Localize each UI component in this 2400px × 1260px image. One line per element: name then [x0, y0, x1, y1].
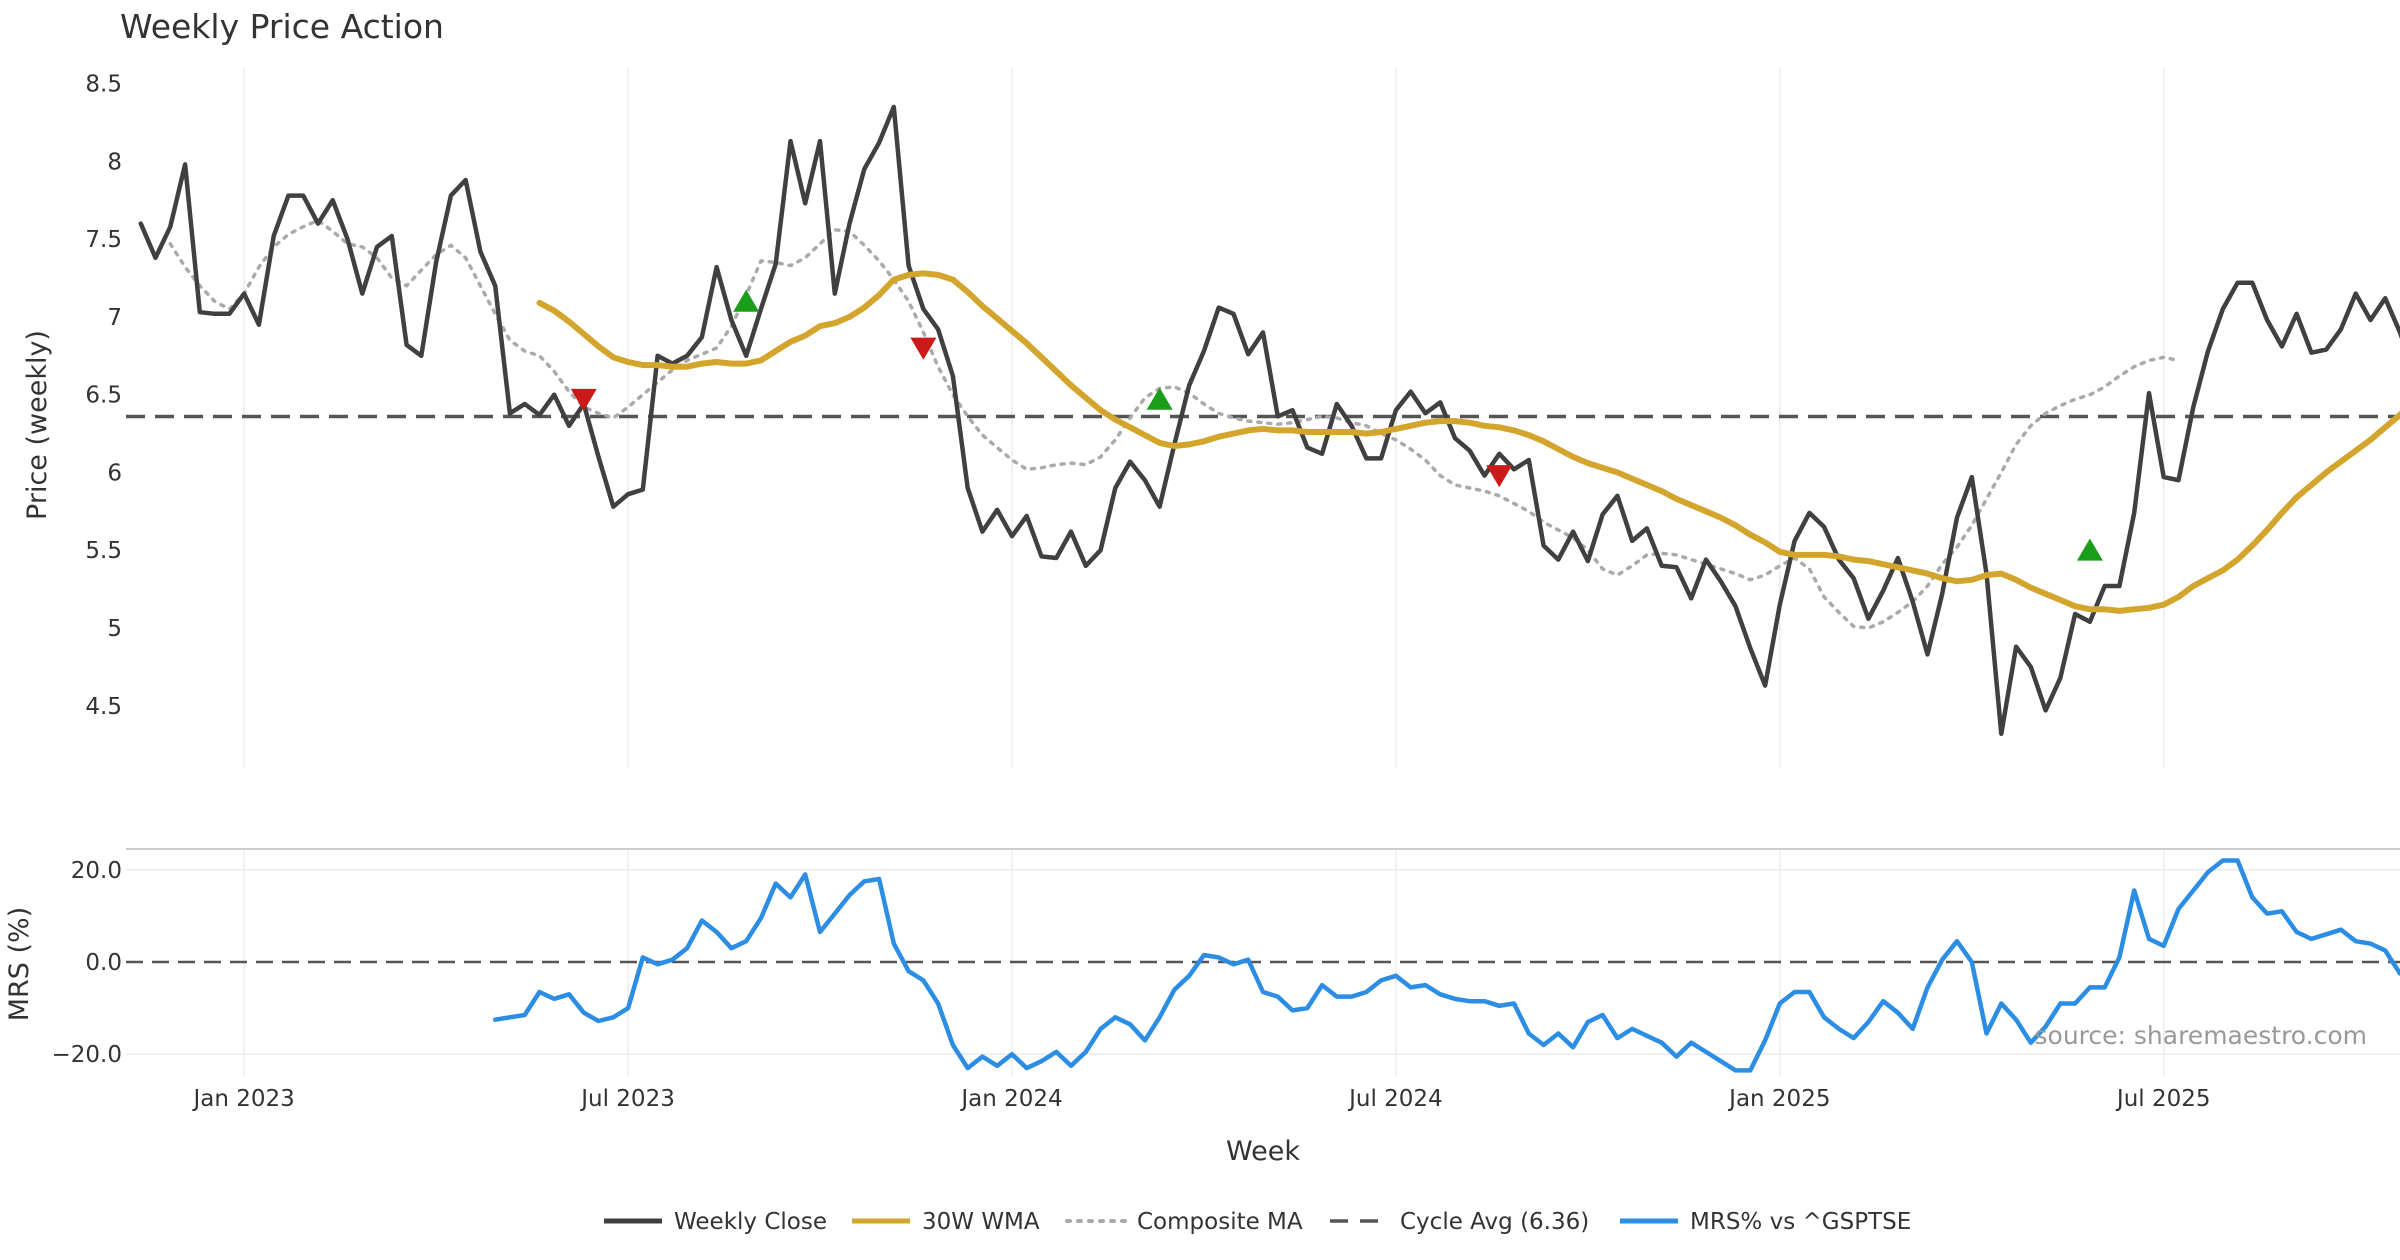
x-tick-label-jan-2023: Jan 2023 — [191, 1086, 294, 1112]
legend-label: 30W WMA — [922, 1209, 1040, 1235]
x-tick-label-jan-2025: Jan 2025 — [1727, 1086, 1830, 1112]
x-tick-label-jan-2024: Jan 2024 — [959, 1086, 1062, 1112]
price-y-tick-label: 7.5 — [85, 227, 122, 253]
price-y-tick-label: 5.5 — [85, 538, 122, 564]
sell-signal-marker — [570, 388, 597, 412]
sell-signal-marker — [910, 337, 937, 360]
legend-item-composite-ma: Composite MA — [1065, 1209, 1303, 1235]
price-y-axis-title: Price (weekly) — [22, 330, 53, 520]
price-y-tick-label: 4.5 — [85, 694, 122, 720]
mrs-y-axis-ticks: −20.0 0.0 20.0 — [52, 858, 122, 1068]
price-y-tick-label: 6 — [107, 460, 122, 486]
legend-item-cycle-avg-6-36: Cycle Avg (6.36) — [1330, 1209, 1589, 1235]
price-y-tick-label: 7 — [107, 305, 122, 331]
mrs-panel-grid — [126, 849, 2400, 1075]
legend-label: Cycle Avg (6.36) — [1400, 1209, 1589, 1235]
legend-item-30w-wma: 30W WMA — [852, 1209, 1040, 1235]
x-tick-label-jul-2024: Jul 2024 — [1347, 1086, 1443, 1112]
buy-signal-marker — [1146, 387, 1173, 410]
composite-ma-line — [168, 218, 2181, 630]
mrs-y-tick-label: 0.0 — [85, 950, 122, 976]
buy-signal-marker — [733, 289, 760, 312]
x-tick-label-jul-2023: Jul 2023 — [579, 1086, 675, 1112]
legend-label: Composite MA — [1137, 1209, 1303, 1235]
price-y-axis-ticks: 4.5 5 5.5 6 6.5 7 7.5 8 8.5 — [85, 72, 122, 720]
mrs-y-tick-label: −20.0 — [52, 1042, 122, 1068]
legend: Weekly Close 30W WMA Composite MA Cycle Avg… — [604, 1209, 1911, 1235]
mrs-line — [492, 858, 2400, 1073]
mrs-y-axis-title: MRS (%) — [4, 907, 35, 1022]
legend-label: MRS% vs ^GSPTSE — [1690, 1209, 1911, 1235]
legend-item-mrs-vs-gsptse: MRS% vs ^GSPTSE — [1620, 1209, 1911, 1235]
30w-wma-line — [536, 270, 2400, 614]
mrs-y-tick-label: 20.0 — [71, 858, 122, 884]
source-label: source: sharemaestro.com — [2035, 1021, 2368, 1050]
weekly-close-line — [138, 104, 2400, 737]
price-y-tick-label: 6.5 — [85, 383, 122, 409]
signal-markers — [570, 289, 2103, 561]
x-axis-ticks: Jan 2023 Jul 2023 Jan 2024 Jul 2024 Jan 2025… — [191, 1086, 2210, 1112]
mrs-series-group — [492, 858, 2400, 1073]
price-series-group — [138, 104, 2400, 737]
legend-label: Weekly Close — [674, 1209, 827, 1235]
price-y-tick-label: 8 — [107, 149, 122, 175]
chart-title: Weekly Price Action — [120, 7, 444, 46]
sell-signal-marker — [1486, 465, 1513, 488]
legend-item-weekly-close: Weekly Close — [604, 1209, 827, 1235]
x-tick-label-jul-2025: Jul 2025 — [2115, 1086, 2211, 1112]
price-y-tick-label: 5 — [107, 616, 122, 642]
price-y-tick-label: 8.5 — [85, 72, 122, 98]
x-axis-title: Week — [1226, 1136, 1300, 1167]
buy-signal-marker — [2076, 538, 2103, 561]
